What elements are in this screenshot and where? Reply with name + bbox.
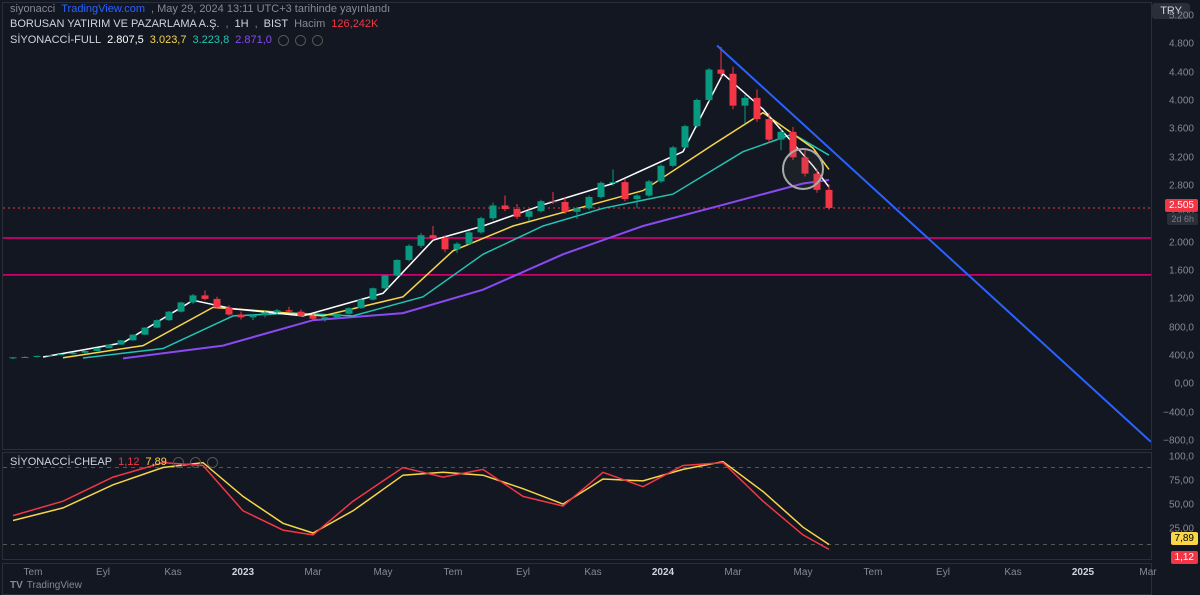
- settings-icon[interactable]: [173, 457, 184, 468]
- settings-icon[interactable]: [278, 35, 289, 46]
- indicator-full-legend[interactable]: SİYONACCİ-FULL 2.807,5 3.023,7 3.223,8 2…: [10, 34, 323, 46]
- settings-icon[interactable]: [312, 35, 323, 46]
- ind-v4: 2.871,0: [235, 34, 272, 46]
- symbol-legend[interactable]: BORUSAN YATIRIM VE PAZARLAMA A.Ş. , 1H ,…: [10, 18, 378, 30]
- publish-header: siyonacci TradingView.com , May 29, 2024…: [10, 3, 390, 15]
- main-chart[interactable]: [2, 2, 1152, 450]
- settings-icon[interactable]: [190, 457, 201, 468]
- oscillator-scale[interactable]: 100,075,0050,0025,007,891,12: [1154, 452, 1198, 560]
- ind-v3: 3.223,8: [192, 34, 229, 46]
- tradingview-logo[interactable]: TV TradingView: [10, 580, 82, 591]
- indicator-cheap-legend[interactable]: SİYONACCİ-CHEAP 1,12 7,89: [10, 456, 218, 468]
- settings-icon[interactable]: [295, 35, 306, 46]
- oscillator-chart[interactable]: [2, 452, 1152, 560]
- ind-v1: 2.807,5: [107, 34, 144, 46]
- time-axis[interactable]: TemEylKas2023MarMayTemEylKas2024MarMayTe…: [2, 563, 1152, 595]
- price-scale[interactable]: 5.2004.8004.4004.0003.6003.2002.8002.400…: [1154, 2, 1198, 450]
- ind-v2: 3.023,7: [150, 34, 187, 46]
- settings-icon[interactable]: [207, 457, 218, 468]
- symbol-name: BORUSAN YATIRIM VE PAZARLAMA A.Ş.: [10, 18, 219, 30]
